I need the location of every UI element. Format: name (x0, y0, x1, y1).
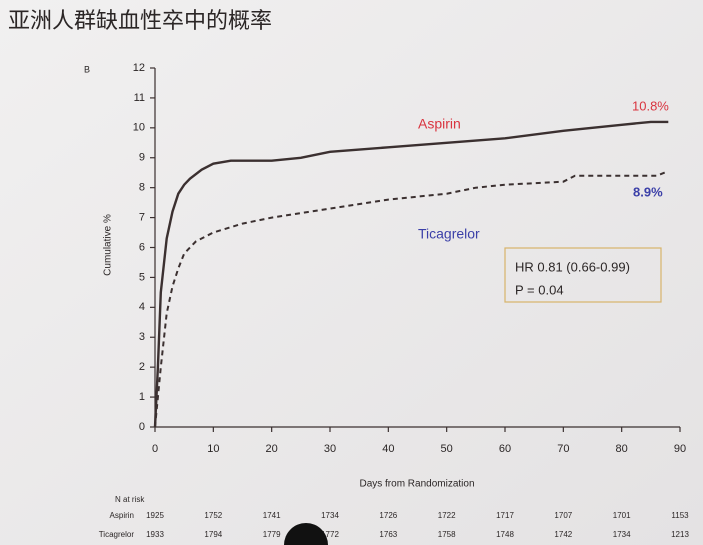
y-tick-label: 0 (139, 421, 145, 433)
at-risk-value: 1734 (613, 530, 631, 539)
x-tick-label: 40 (382, 443, 394, 455)
at-risk-value: 1752 (204, 511, 222, 520)
at-risk-value: 1734 (321, 511, 339, 520)
x-tick-label: 30 (324, 443, 336, 455)
presenter-head (284, 523, 328, 545)
x-tick-label: 80 (616, 443, 628, 455)
end-label: 10.8% (632, 98, 669, 113)
at-risk-value: 1741 (263, 511, 281, 520)
stats-text: P = 0.04 (515, 282, 564, 297)
at-risk-value: 1213 (671, 530, 689, 539)
at-risk-value: 1758 (438, 530, 456, 539)
at-risk-value: 1794 (204, 530, 222, 539)
at-risk-name: Aspirin (110, 511, 134, 520)
at-risk-value: 1153 (671, 511, 689, 520)
series-label: Ticagrelor (418, 226, 480, 242)
at-risk-value: 1772 (321, 530, 339, 539)
stats-text: HR 0.81 (0.66-0.99) (515, 259, 630, 274)
x-tick-label: 20 (266, 443, 278, 455)
y-tick-label: 2 (139, 361, 145, 373)
x-tick-label: 10 (207, 443, 219, 455)
x-axis-label: Days from Randomization (359, 479, 474, 490)
y-tick-label: 3 (139, 331, 145, 343)
at-risk-value: 1925 (146, 511, 164, 520)
panel-label: B (84, 64, 90, 74)
x-tick-label: 70 (557, 443, 569, 455)
at-risk-value: 1748 (496, 530, 514, 539)
y-tick-label: 7 (139, 211, 145, 223)
y-tick-label: 5 (139, 271, 145, 283)
series-label: Aspirin (418, 116, 461, 132)
x-tick-label: 90 (674, 443, 686, 455)
series-line (154, 170, 669, 428)
end-label: 8.9% (633, 184, 663, 199)
y-tick-label: 1 (139, 391, 145, 403)
y-tick-label: 10 (133, 122, 145, 134)
at-risk-name: Ticagrelor (99, 530, 135, 539)
x-tick-label: 60 (499, 443, 511, 455)
y-tick-label: 11 (134, 92, 145, 104)
x-tick-label: 50 (441, 443, 453, 455)
chart-title: 亚洲人群缺血性卒中的概率 (8, 8, 272, 33)
at-risk-value: 1701 (613, 511, 631, 520)
at-risk-value: 1763 (379, 530, 397, 539)
stats-box (504, 247, 662, 303)
at-risk-value: 1726 (379, 511, 397, 520)
at-risk-value: 1779 (263, 530, 281, 539)
at-risk-value: 1933 (146, 530, 164, 539)
y-tick-label: 4 (139, 301, 145, 313)
at-risk-value: 1717 (496, 511, 514, 520)
y-axis-label: Cumulative % (103, 214, 114, 276)
at-risk-value: 1742 (554, 530, 572, 539)
at-risk-title: N at risk (115, 495, 145, 504)
x-tick-label: 0 (152, 443, 158, 455)
y-tick-label: 9 (139, 152, 145, 164)
y-tick-label: 12 (133, 62, 145, 74)
y-tick-label: 6 (139, 241, 145, 253)
at-risk-value: 1707 (554, 511, 572, 520)
series-line (153, 120, 669, 428)
y-tick-label: 8 (139, 182, 145, 194)
at-risk-value: 1722 (438, 511, 456, 520)
